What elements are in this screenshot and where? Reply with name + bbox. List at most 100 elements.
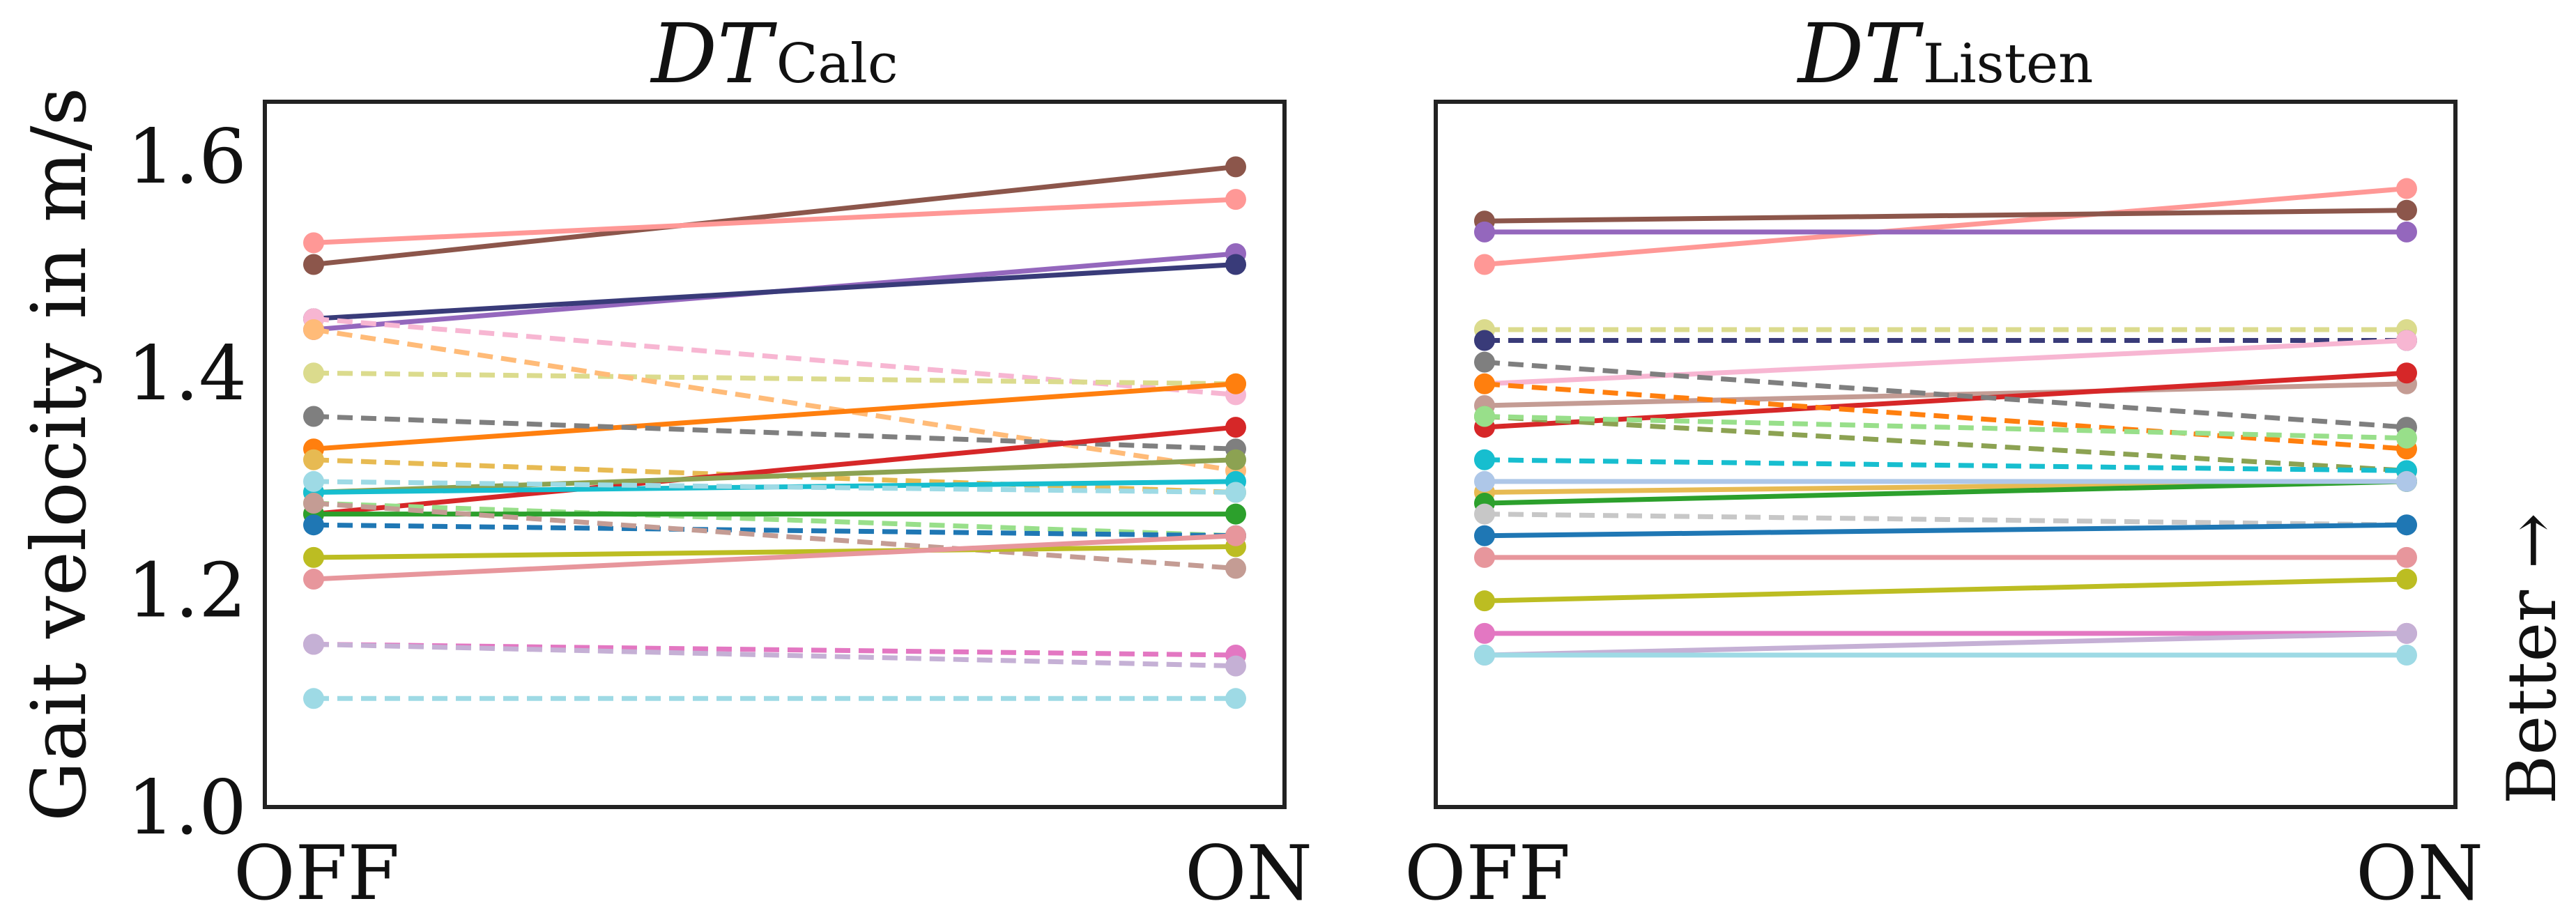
data-point bbox=[1474, 254, 1495, 275]
data-point bbox=[1474, 525, 1495, 546]
series-11 bbox=[303, 449, 1246, 503]
data-point bbox=[1474, 622, 1495, 644]
series-19 bbox=[303, 525, 1246, 590]
x-tick-label: OFF bbox=[233, 830, 399, 917]
panel-title: DTListen bbox=[1797, 6, 2094, 102]
y-tick-label: 1.0 bbox=[127, 765, 247, 852]
data-point bbox=[303, 569, 324, 590]
data-point bbox=[1225, 525, 1246, 546]
data-point bbox=[303, 406, 324, 427]
data-point bbox=[1474, 503, 1495, 525]
series-5 bbox=[303, 362, 1246, 394]
series-line bbox=[1484, 457, 2407, 473]
data-point bbox=[1474, 373, 1495, 394]
series-line bbox=[1484, 576, 2407, 604]
series-line bbox=[313, 164, 1236, 268]
data-point bbox=[1225, 558, 1246, 579]
panel-calc: DTCalc OFF ON 1.0 1.2 1.4 1.6 bbox=[127, 6, 1312, 917]
series-21 bbox=[1474, 622, 2417, 666]
data-point bbox=[1474, 221, 1495, 243]
panel-title-subscript: Calc bbox=[776, 33, 898, 95]
data-point bbox=[1225, 449, 1246, 470]
data-point bbox=[1474, 330, 1495, 351]
data-point bbox=[1474, 590, 1495, 612]
x-tick-label: ON bbox=[2356, 830, 2483, 917]
data-point bbox=[2396, 546, 2417, 568]
y-tick-label: 1.4 bbox=[127, 330, 247, 417]
series-20 bbox=[1474, 622, 2417, 644]
series-line bbox=[1484, 381, 2407, 452]
plot-frame bbox=[1434, 100, 2458, 809]
data-point bbox=[2396, 427, 2417, 449]
series-line bbox=[313, 544, 1236, 560]
data-point bbox=[2396, 645, 2417, 666]
series-17 bbox=[303, 493, 1246, 579]
series-3 bbox=[1474, 318, 2417, 340]
series-line bbox=[313, 522, 1236, 539]
series-21 bbox=[303, 633, 1246, 677]
series-0 bbox=[303, 156, 1246, 275]
data-point bbox=[2396, 514, 2417, 536]
data-point bbox=[303, 449, 324, 470]
data-point bbox=[303, 254, 324, 275]
series-line bbox=[1484, 414, 2407, 473]
series-11 bbox=[1474, 406, 2417, 449]
y-tick-label: 1.6 bbox=[127, 114, 247, 201]
series-line bbox=[313, 457, 1236, 495]
series-line bbox=[1484, 479, 2407, 506]
series-line bbox=[1484, 414, 2407, 441]
better-annotation: Better → bbox=[2493, 513, 2571, 804]
panel-title-main: DT bbox=[1797, 6, 1924, 102]
series-0 bbox=[1474, 178, 2417, 275]
series-line bbox=[1484, 631, 2407, 658]
data-point bbox=[303, 546, 324, 568]
data-point bbox=[1474, 351, 1495, 373]
x-tick-label: ON bbox=[1185, 830, 1312, 917]
data-point bbox=[1225, 688, 1246, 709]
series-6 bbox=[303, 318, 1246, 482]
data-point bbox=[303, 688, 324, 709]
data-point bbox=[2396, 470, 2417, 492]
data-point bbox=[2396, 330, 2417, 351]
series-line bbox=[313, 500, 1236, 539]
data-point bbox=[1225, 655, 1246, 677]
data-point bbox=[303, 232, 324, 254]
series-line bbox=[313, 197, 1236, 245]
data-point bbox=[2396, 178, 2417, 199]
series-line bbox=[313, 479, 1236, 495]
series-1 bbox=[303, 189, 1246, 254]
data-point bbox=[1225, 254, 1246, 275]
data-point bbox=[2396, 199, 2417, 221]
y-axis-label: Gait velocity in m/s bbox=[16, 87, 103, 822]
series-line bbox=[1484, 360, 2407, 430]
series-2 bbox=[1474, 221, 2417, 243]
data-point bbox=[303, 362, 324, 384]
data-point bbox=[303, 318, 324, 340]
series-17 bbox=[1474, 514, 2417, 546]
annotation-group: Better → bbox=[2493, 513, 2571, 804]
series-line bbox=[313, 327, 1236, 473]
series-line bbox=[313, 500, 1236, 571]
panel-title-main: DT bbox=[650, 6, 777, 102]
panel-listen: DTListen OFF ON bbox=[1404, 6, 2483, 917]
series-line bbox=[1484, 208, 2407, 224]
data-point bbox=[1225, 417, 1246, 438]
data-point bbox=[1225, 156, 1246, 178]
series-18 bbox=[1474, 546, 2417, 568]
series-19 bbox=[1474, 569, 2417, 612]
plot-frame bbox=[263, 100, 1287, 809]
data-point bbox=[303, 514, 324, 536]
series-line bbox=[1484, 338, 2407, 387]
data-point bbox=[303, 470, 324, 492]
data-point bbox=[1225, 189, 1246, 210]
series-22 bbox=[303, 688, 1246, 709]
y-tick-label: 1.2 bbox=[127, 548, 247, 635]
series-line bbox=[313, 370, 1236, 387]
series-line bbox=[1484, 522, 2407, 539]
data-point bbox=[1474, 470, 1495, 492]
series-line bbox=[313, 533, 1236, 582]
x-tick-label: OFF bbox=[1404, 830, 1570, 917]
series-13 bbox=[303, 470, 1246, 503]
data-point bbox=[1474, 645, 1495, 666]
